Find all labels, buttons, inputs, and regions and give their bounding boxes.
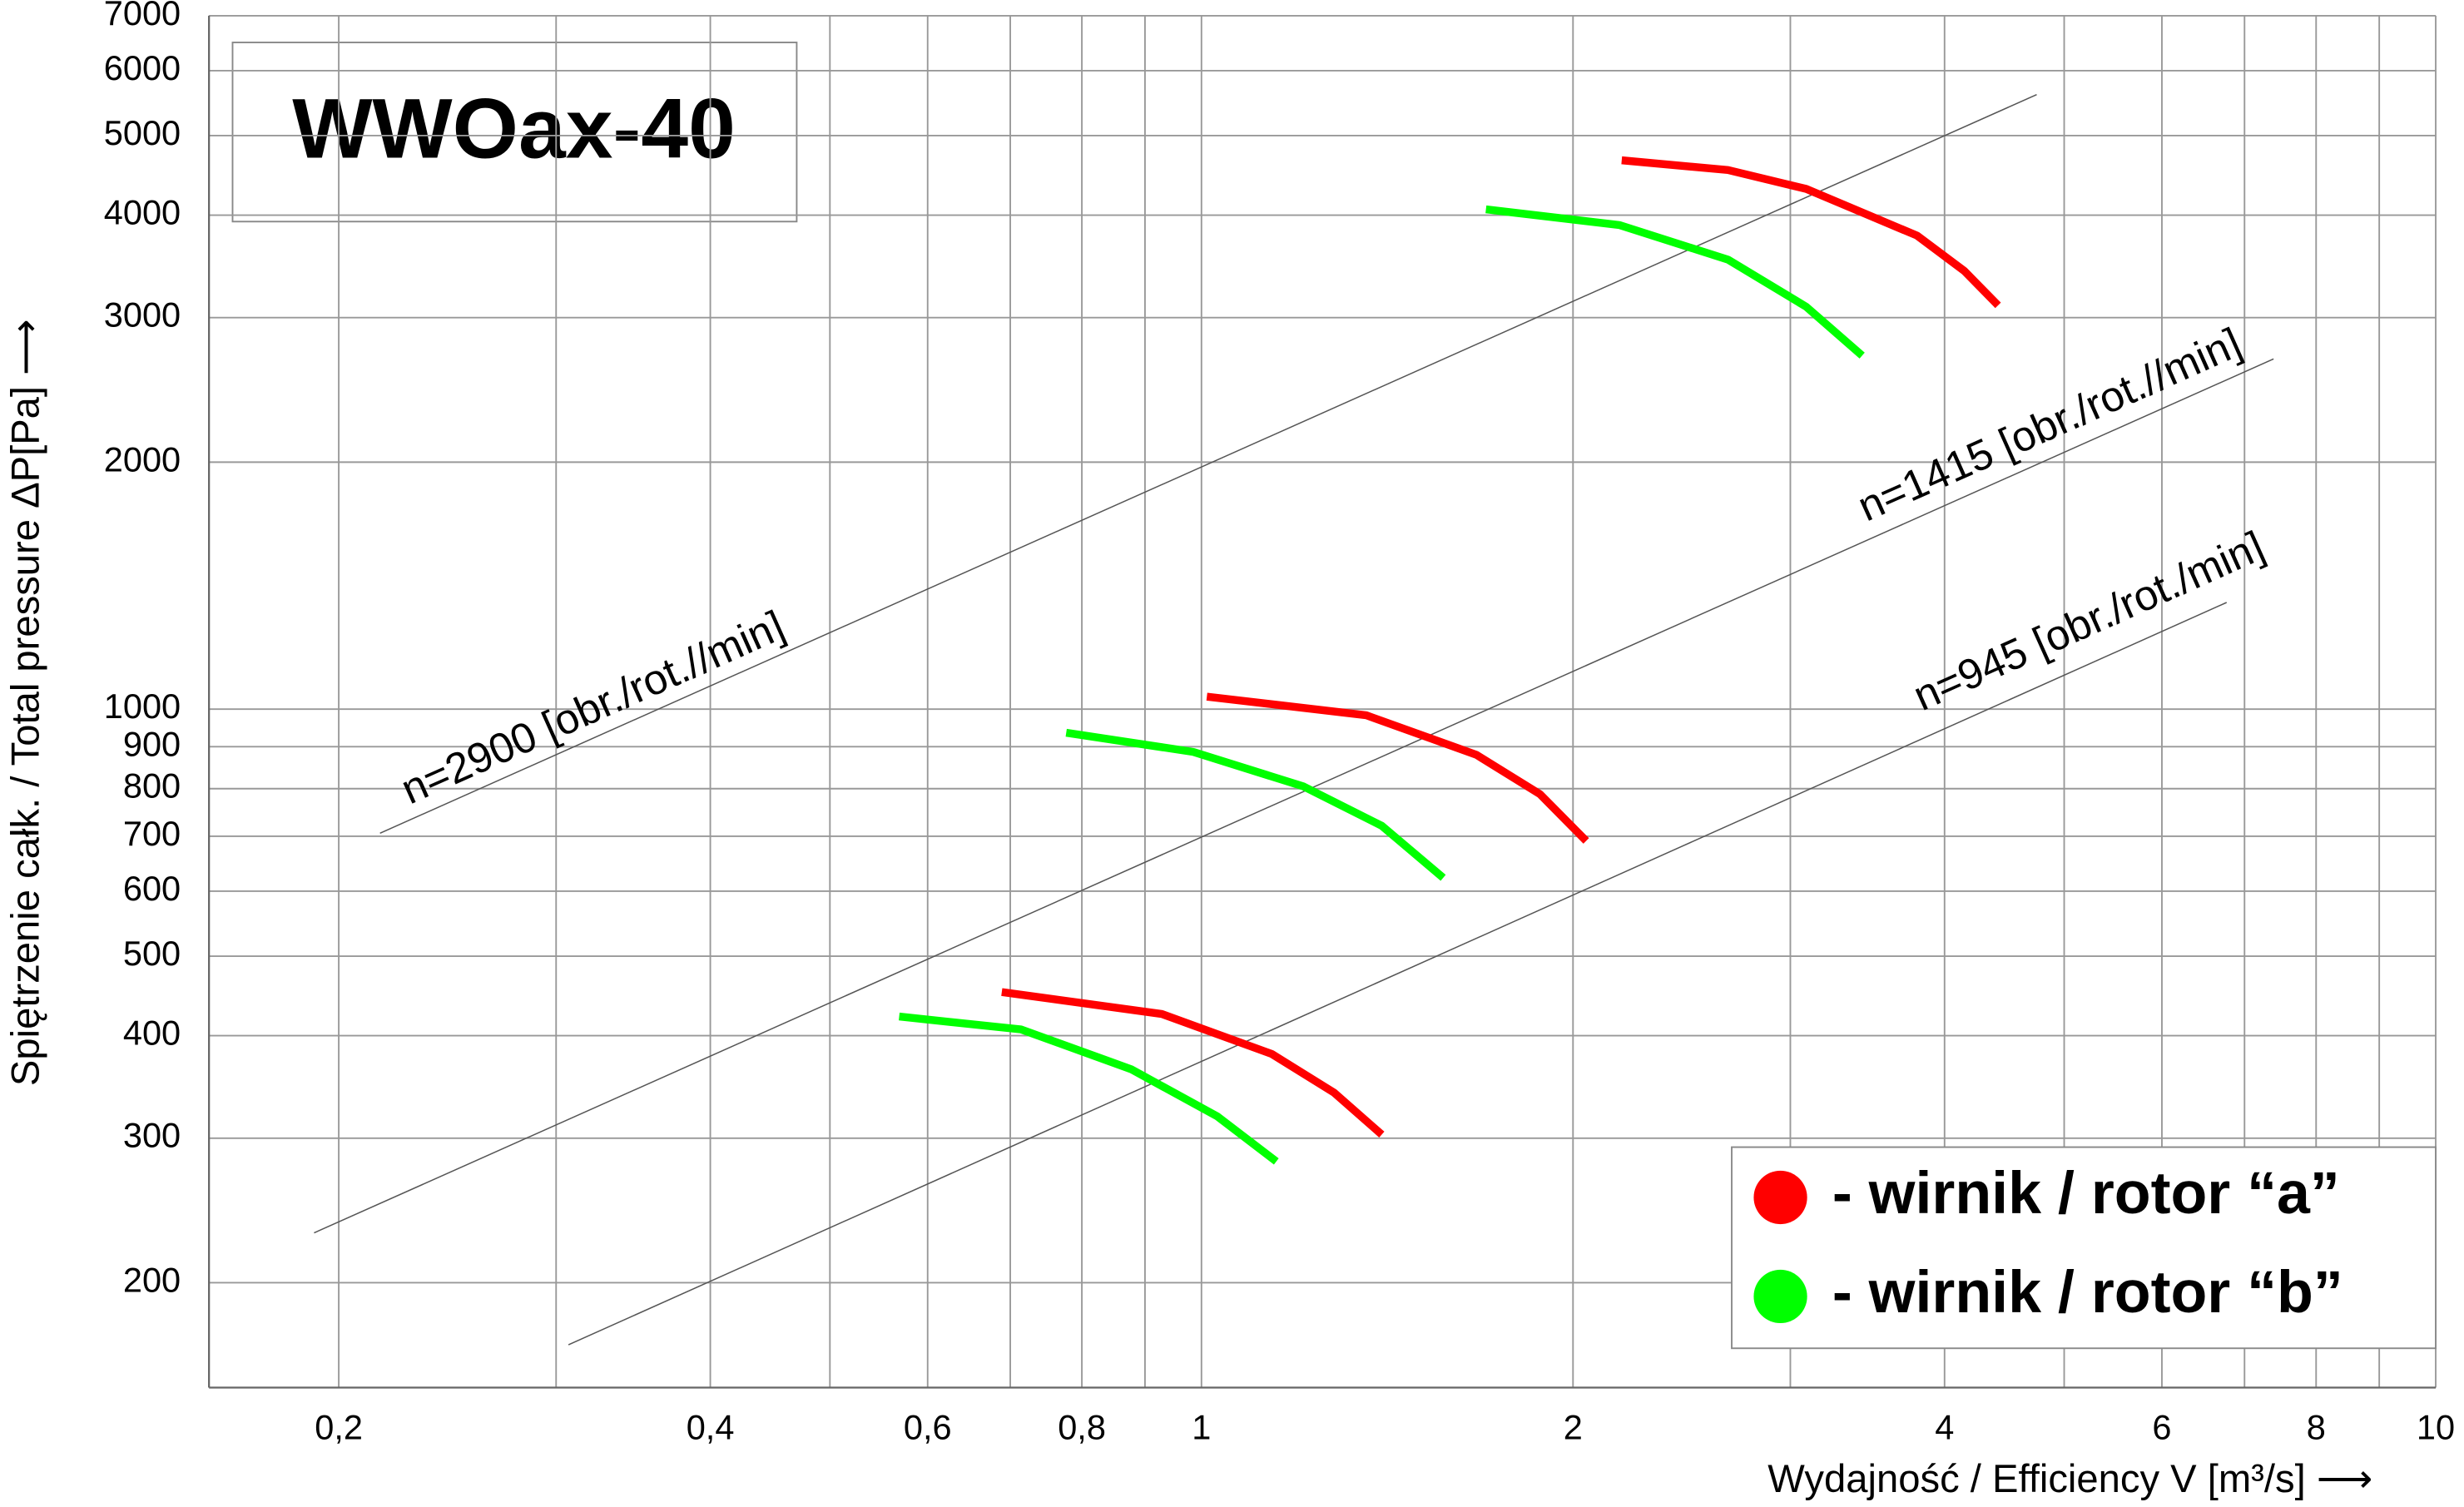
y-tick-label: 3000 bbox=[104, 295, 181, 335]
x-tick-label: 6 bbox=[2152, 1407, 2171, 1446]
legend-marker bbox=[1753, 1269, 1807, 1324]
curve bbox=[1065, 728, 1446, 881]
speed-label: n=2900 [obr./rot.//min] bbox=[394, 602, 791, 814]
speed-line bbox=[568, 602, 2228, 1346]
x-tick-label: 1 bbox=[1192, 1407, 1211, 1446]
speed-line bbox=[379, 94, 2037, 834]
chart-title: WWOax-40 bbox=[292, 81, 736, 176]
x-tick-label: 8 bbox=[2307, 1407, 2326, 1446]
y-tick-label: 600 bbox=[123, 869, 181, 908]
legend-marker bbox=[1753, 1170, 1807, 1225]
curve bbox=[1621, 156, 2001, 309]
x-tick-label: 2 bbox=[1564, 1407, 1583, 1446]
y-tick-label: 4000 bbox=[104, 193, 181, 232]
curve bbox=[1001, 988, 1385, 1138]
y-tick-label: 6000 bbox=[104, 48, 181, 87]
x-tick-label: 0,4 bbox=[687, 1407, 735, 1446]
speed-label: n=1415 [obr./rot.//min] bbox=[1851, 319, 2248, 531]
curve bbox=[1485, 205, 1865, 359]
y-tick-label: 500 bbox=[123, 934, 181, 973]
y-tick-label: 5000 bbox=[104, 113, 181, 152]
legend-box bbox=[1731, 1146, 2437, 1350]
legend-label: - wirnik / rotor “a” bbox=[1832, 1160, 2340, 1227]
y-tick-label: 1000 bbox=[104, 687, 181, 726]
x-tick-label: 0,8 bbox=[1058, 1407, 1106, 1446]
speed-label: n=945 [obr./rot./min] bbox=[1906, 522, 2271, 720]
y-tick-label: 200 bbox=[123, 1260, 181, 1299]
y-tick-label: 300 bbox=[123, 1116, 181, 1155]
x-tick-label: 4 bbox=[1935, 1407, 1954, 1446]
y-tick-label: 800 bbox=[123, 766, 181, 806]
y-tick-label: 900 bbox=[123, 724, 181, 763]
speed-line bbox=[314, 358, 2274, 1234]
x-tick-label: 0,2 bbox=[315, 1407, 363, 1446]
legend: - wirnik / rotor “a” - wirnik / rotor “b” bbox=[1731, 1146, 2437, 1350]
y-tick-label: 400 bbox=[123, 1014, 181, 1053]
y-tick-label: 700 bbox=[123, 814, 181, 853]
legend-label: - wirnik / rotor “b” bbox=[1832, 1259, 2343, 1326]
x-tick-label: 0,6 bbox=[904, 1407, 952, 1446]
y-tick-label: 7000 bbox=[104, 0, 181, 32]
curve bbox=[899, 1012, 1279, 1165]
x-tick-label: 10 bbox=[2417, 1407, 2455, 1446]
y-tick-label: 2000 bbox=[104, 439, 181, 478]
title-box bbox=[231, 42, 798, 223]
x-axis-title: Wydajność / Efficiency V [m³/s] ⟶ bbox=[1767, 1457, 2372, 1501]
y-axis-title: Spiętrzenie całk. / Total pressure ΔP[Pa… bbox=[3, 319, 47, 1086]
curve bbox=[1206, 692, 1589, 844]
